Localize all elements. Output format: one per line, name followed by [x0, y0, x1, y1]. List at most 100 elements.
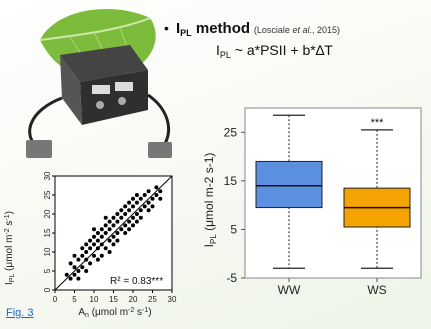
- scatter-xtick-label: 5: [72, 295, 77, 304]
- scatter-xlabel: An (μmol m-2 s-1): [78, 307, 151, 318]
- scatter-point: [95, 231, 100, 235]
- scatter-point: [99, 234, 104, 239]
- scatter-ytick-label: 0: [43, 287, 52, 292]
- scatter-point: [150, 204, 155, 209]
- scatter-point: [119, 227, 124, 232]
- scatter-point: [146, 208, 151, 213]
- scatter-point: [107, 227, 112, 232]
- scatter-xtick-label: 0: [53, 295, 58, 304]
- scatter-point: [76, 276, 81, 281]
- scatter-point: [134, 193, 139, 197]
- boxplot-xtick-label: WS: [367, 283, 386, 297]
- scatter-ytick-label: 10: [43, 247, 52, 256]
- scatter-point: [115, 238, 120, 243]
- method-citation: (Losciale et al., 2015): [253, 25, 340, 35]
- device-photo: [26, 9, 172, 158]
- boxplot-ylabel: IPL (μmol m-2 s-1): [202, 153, 218, 248]
- scatter-point: [115, 231, 120, 235]
- scatter-point: [107, 250, 112, 254]
- boxplot-significance: ***: [371, 117, 385, 129]
- boxplot-box-ww: [255, 160, 323, 209]
- scatter-point: [138, 215, 143, 220]
- scatter-point: [84, 257, 89, 262]
- scatter-point: [107, 238, 112, 243]
- scatter-point: [88, 261, 93, 266]
- method-equation: IPL ~ a*PSII + b*∆T: [216, 42, 333, 60]
- scatter-point: [92, 227, 96, 232]
- scatter-point: [138, 208, 143, 213]
- scatter-ytick-label: 20: [43, 209, 52, 218]
- scatter-point: [142, 193, 147, 197]
- scatter-point: [103, 215, 108, 220]
- scatter-point: [138, 196, 143, 201]
- scatter-xtick-label: 15: [109, 295, 118, 304]
- boxplot-ytick-label: 25: [224, 125, 238, 139]
- scatter-point: [127, 227, 132, 232]
- scatter-point: [158, 189, 163, 194]
- scatter-point: [123, 231, 128, 235]
- scatter-point: [134, 200, 139, 205]
- scatter-point: [88, 238, 93, 243]
- scatter-point: [76, 257, 81, 262]
- boxplot-ytick-label: 15: [224, 174, 238, 188]
- scatter-ytick-label: 30: [43, 171, 52, 180]
- scatter-chart: 0 5 10 15 20 25 30 0 5 10 15 20 25 30 IPL (μmol m-2 s…: [4, 171, 177, 318]
- method-title: IPL method: [176, 20, 251, 39]
- scatter-point: [92, 234, 96, 239]
- scatter-point: [72, 265, 77, 270]
- scatter-point: [76, 269, 81, 273]
- bullet-marker: •: [164, 20, 169, 36]
- scatter-point: [95, 257, 100, 262]
- scatter-point: [72, 253, 77, 258]
- scatter-point: [107, 219, 112, 224]
- scatter-point: [146, 189, 151, 194]
- scatter-point: [146, 200, 151, 205]
- scatter-xtick-label: 30: [168, 295, 177, 304]
- scatter-ytick-label: 25: [43, 190, 52, 199]
- scatter-point: [99, 253, 104, 258]
- scatter-annotation: R² = 0.83***: [110, 276, 163, 287]
- scatter-point: [103, 223, 108, 228]
- scatter-point: [111, 234, 116, 239]
- scatter-point: [80, 246, 85, 251]
- scatter-point: [92, 253, 96, 258]
- fluorometer-icon: [26, 45, 172, 158]
- scatter-point: [158, 196, 163, 201]
- scatter-point: [95, 238, 100, 243]
- scatter-point: [111, 223, 116, 228]
- scatter-point: [72, 272, 77, 277]
- scatter-point: [80, 253, 85, 258]
- scatter-point: [103, 231, 108, 235]
- scatter-point: [123, 204, 128, 209]
- scatter-point: [92, 242, 96, 247]
- scatter-point: [103, 246, 108, 251]
- scatter-point: [119, 215, 124, 220]
- scatter-point: [84, 269, 89, 273]
- scatter-point: [84, 242, 89, 247]
- scatter-point: [99, 242, 104, 247]
- scatter-point: [134, 219, 139, 224]
- scatter-ytick-label: 5: [43, 268, 52, 273]
- boxplot-ytick-label: -5: [226, 271, 237, 285]
- scatter-point: [95, 246, 100, 251]
- scatter-point: [115, 219, 120, 224]
- scatter-point: [150, 196, 155, 201]
- scatter-ytick-label: 15: [43, 228, 52, 237]
- scatter-point: [131, 223, 135, 228]
- scatter-point: [84, 250, 89, 254]
- scatter-point: [115, 212, 120, 216]
- scatter-fit-line: [54, 175, 173, 291]
- boxplot-xtick-label: WW: [278, 283, 301, 297]
- figure-link[interactable]: Fig. 3: [6, 307, 34, 319]
- scatter-point: [64, 272, 69, 277]
- scatter-xtick-label: 10: [90, 295, 99, 304]
- scatter-ylabel: IPL (μmol m-2 s-1): [4, 211, 16, 285]
- scatter-point: [127, 208, 132, 213]
- scatter-point: [88, 246, 93, 251]
- scatter-xtick-label: 20: [129, 295, 138, 304]
- scatter-point: [142, 204, 147, 209]
- scatter-point: [68, 276, 73, 281]
- scatter-point: [127, 200, 132, 205]
- scatter-point: [154, 185, 159, 190]
